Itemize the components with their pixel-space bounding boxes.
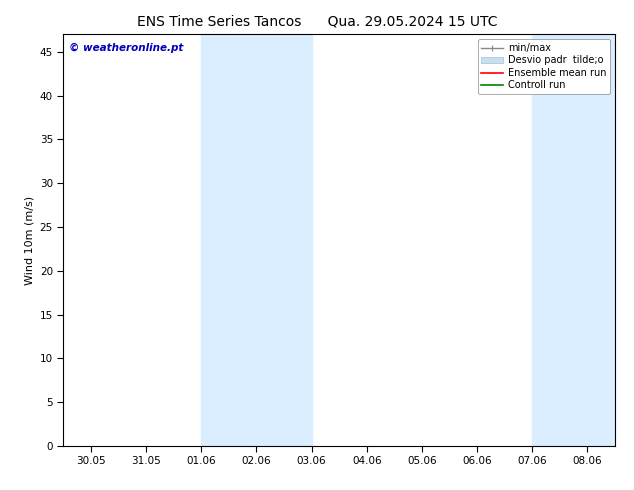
- Text: © weatheronline.pt: © weatheronline.pt: [69, 43, 183, 52]
- Y-axis label: Wind 10m (m/s): Wind 10m (m/s): [24, 196, 34, 285]
- Bar: [202, 34, 312, 446]
- Legend: min/max, Desvio padr  tilde;o, Ensemble mean run, Controll run: min/max, Desvio padr tilde;o, Ensemble m…: [477, 39, 610, 94]
- Bar: [533, 34, 615, 446]
- Text: ENS Time Series Tancos      Qua. 29.05.2024 15 UTC: ENS Time Series Tancos Qua. 29.05.2024 1…: [137, 15, 497, 29]
